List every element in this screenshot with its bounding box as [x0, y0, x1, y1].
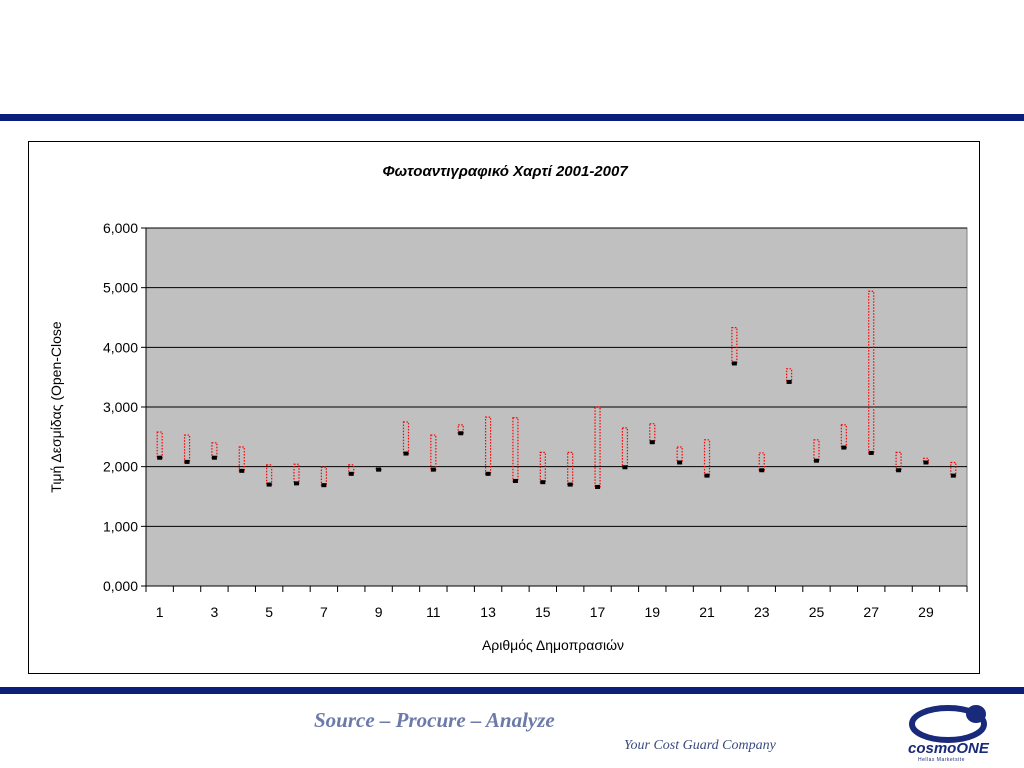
close-marker — [622, 465, 628, 470]
x-tick-label: 7 — [320, 604, 328, 620]
x-tick-label: 17 — [590, 604, 606, 620]
y-axis-label: Τιμή Δεσμίδας (Open-Close — [48, 321, 64, 493]
range-bar — [676, 446, 683, 464]
y-tick-label: 2,000 — [103, 459, 138, 475]
chart-title: Φωτοαντιγραφικό Χαρτί 2001-2007 — [382, 163, 628, 180]
y-tick-label: 1,000 — [103, 518, 138, 534]
x-tick-label: 9 — [375, 604, 383, 620]
close-marker — [239, 468, 245, 473]
x-tick-label: 21 — [699, 604, 715, 620]
close-marker — [376, 467, 382, 472]
close-marker — [403, 451, 409, 456]
x-tick-label: 1 — [156, 604, 164, 620]
x-tick-label: 29 — [918, 604, 934, 620]
x-tick-label: 25 — [809, 604, 825, 620]
close-marker — [704, 473, 710, 478]
close-marker — [485, 471, 491, 476]
close-marker — [184, 459, 190, 464]
y-tick-label: 5,000 — [103, 280, 138, 296]
logo-text: cosmoONE — [908, 740, 989, 757]
bottom-rule — [0, 687, 1024, 694]
x-tick-label: 27 — [863, 604, 879, 620]
range-bar — [922, 457, 930, 464]
close-marker — [868, 450, 874, 455]
x-tick-label: 15 — [535, 604, 551, 620]
close-marker — [321, 483, 327, 488]
x-tick-label: 13 — [480, 604, 496, 620]
chart: Φωτοαντιγραφικό Χαρτί 2001-2007 0,000 1,0… — [48, 163, 968, 653]
close-marker — [759, 468, 765, 473]
x-tick-label: 19 — [644, 604, 660, 620]
close-marker — [266, 482, 272, 487]
close-marker — [841, 445, 847, 450]
y-tick-label: 4,000 — [103, 339, 138, 355]
logo-subtext: Hellas Marketsite — [918, 757, 965, 763]
close-marker — [430, 467, 436, 472]
footer-tagline: Your Cost Guard Company — [624, 738, 776, 753]
close-marker — [157, 455, 163, 460]
x-tick-label: 11 — [426, 604, 441, 620]
close-marker — [649, 440, 655, 445]
x-tick-label: 3 — [211, 604, 219, 620]
close-marker — [348, 471, 354, 476]
close-marker — [923, 460, 929, 465]
range-bar — [512, 417, 519, 482]
close-marker — [786, 379, 792, 384]
cosmoone-logo: cosmoONE Hellas Marketsite — [906, 700, 1016, 764]
close-marker — [512, 478, 518, 483]
close-marker — [813, 458, 819, 463]
footer-slogan: Source – Procure – Analyze — [314, 708, 555, 732]
range-bar — [621, 427, 629, 468]
y-tick-label: 3,000 — [103, 399, 138, 415]
close-marker — [731, 361, 737, 366]
logo-text-a: cosmo — [908, 740, 957, 757]
chart-frame: Φωτοαντιγραφικό Χαρτί 2001-2007 0,000 1,0… — [28, 141, 980, 674]
x-tick-label: 5 — [265, 604, 273, 620]
top-rule — [0, 114, 1024, 121]
y-tick-label: 6,000 — [103, 220, 138, 236]
close-marker — [294, 481, 300, 486]
logo-text-b: ONE — [956, 740, 989, 757]
logo-swoosh-icon — [909, 705, 987, 743]
close-marker — [458, 431, 464, 436]
close-marker — [950, 473, 956, 478]
x-axis-label: Αριθμός Δημοπρασιών — [482, 637, 624, 653]
close-marker — [211, 455, 217, 460]
close-marker — [567, 482, 573, 487]
y-tick-label: 0,000 — [103, 578, 138, 594]
close-marker — [677, 460, 683, 465]
x-tick-label: 23 — [754, 604, 770, 620]
close-marker — [595, 484, 601, 489]
close-marker — [540, 480, 546, 485]
close-marker — [896, 468, 902, 473]
